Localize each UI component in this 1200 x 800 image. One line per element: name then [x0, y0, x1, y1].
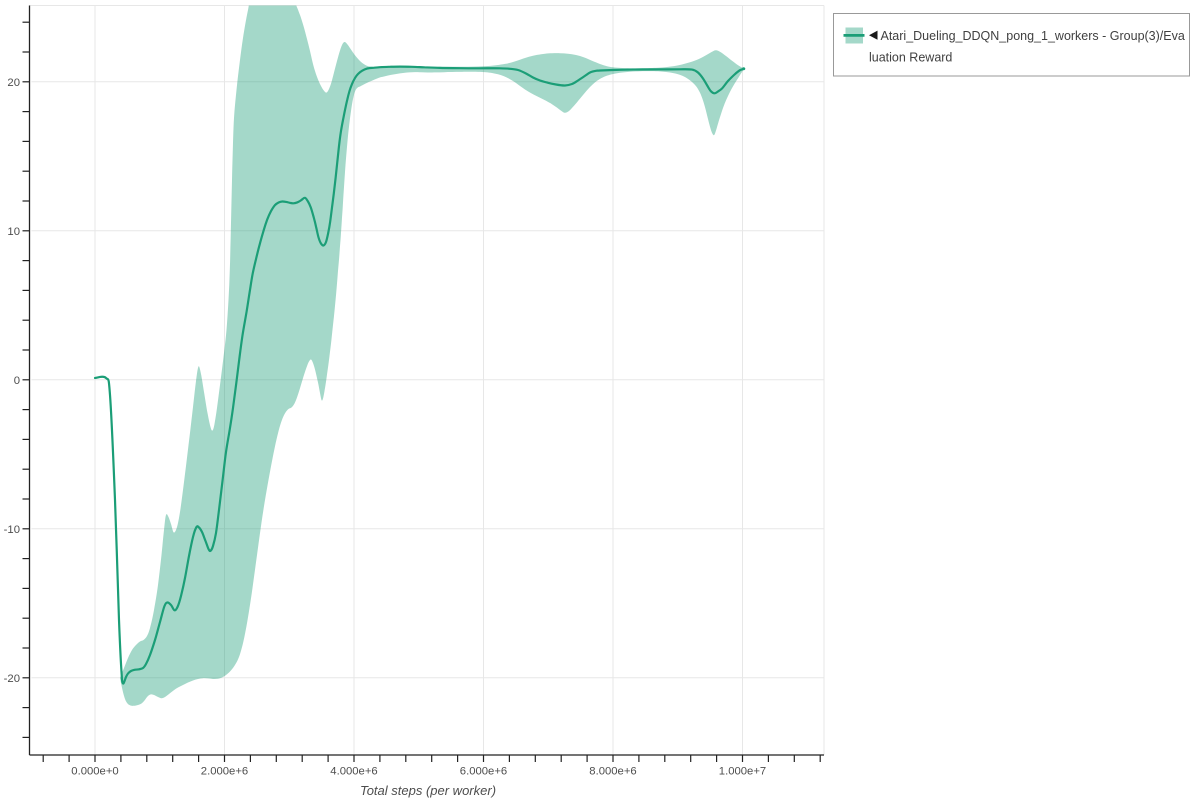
svg-text:1.000e+7: 1.000e+7: [719, 766, 766, 778]
svg-text:10: 10: [7, 226, 20, 238]
svg-text:8.000e+6: 8.000e+6: [589, 766, 636, 778]
svg-text:Total steps (per worker): Total steps (per worker): [360, 783, 496, 798]
svg-text:Atari_Dueling_DDQN_pong_1_work: Atari_Dueling_DDQN_pong_1_workers - Grou…: [881, 29, 1185, 43]
svg-text:0: 0: [14, 375, 20, 387]
svg-text:20: 20: [7, 77, 20, 89]
svg-text:6.000e+6: 6.000e+6: [460, 766, 507, 778]
svg-text:-20: -20: [4, 673, 20, 685]
svg-text:2.000e+6: 2.000e+6: [201, 766, 248, 778]
svg-text:0.000e+0: 0.000e+0: [71, 766, 118, 778]
svg-text:4.000e+6: 4.000e+6: [330, 766, 377, 778]
svg-text:luation Reward: luation Reward: [869, 50, 952, 64]
svg-text:-10: -10: [4, 524, 20, 536]
